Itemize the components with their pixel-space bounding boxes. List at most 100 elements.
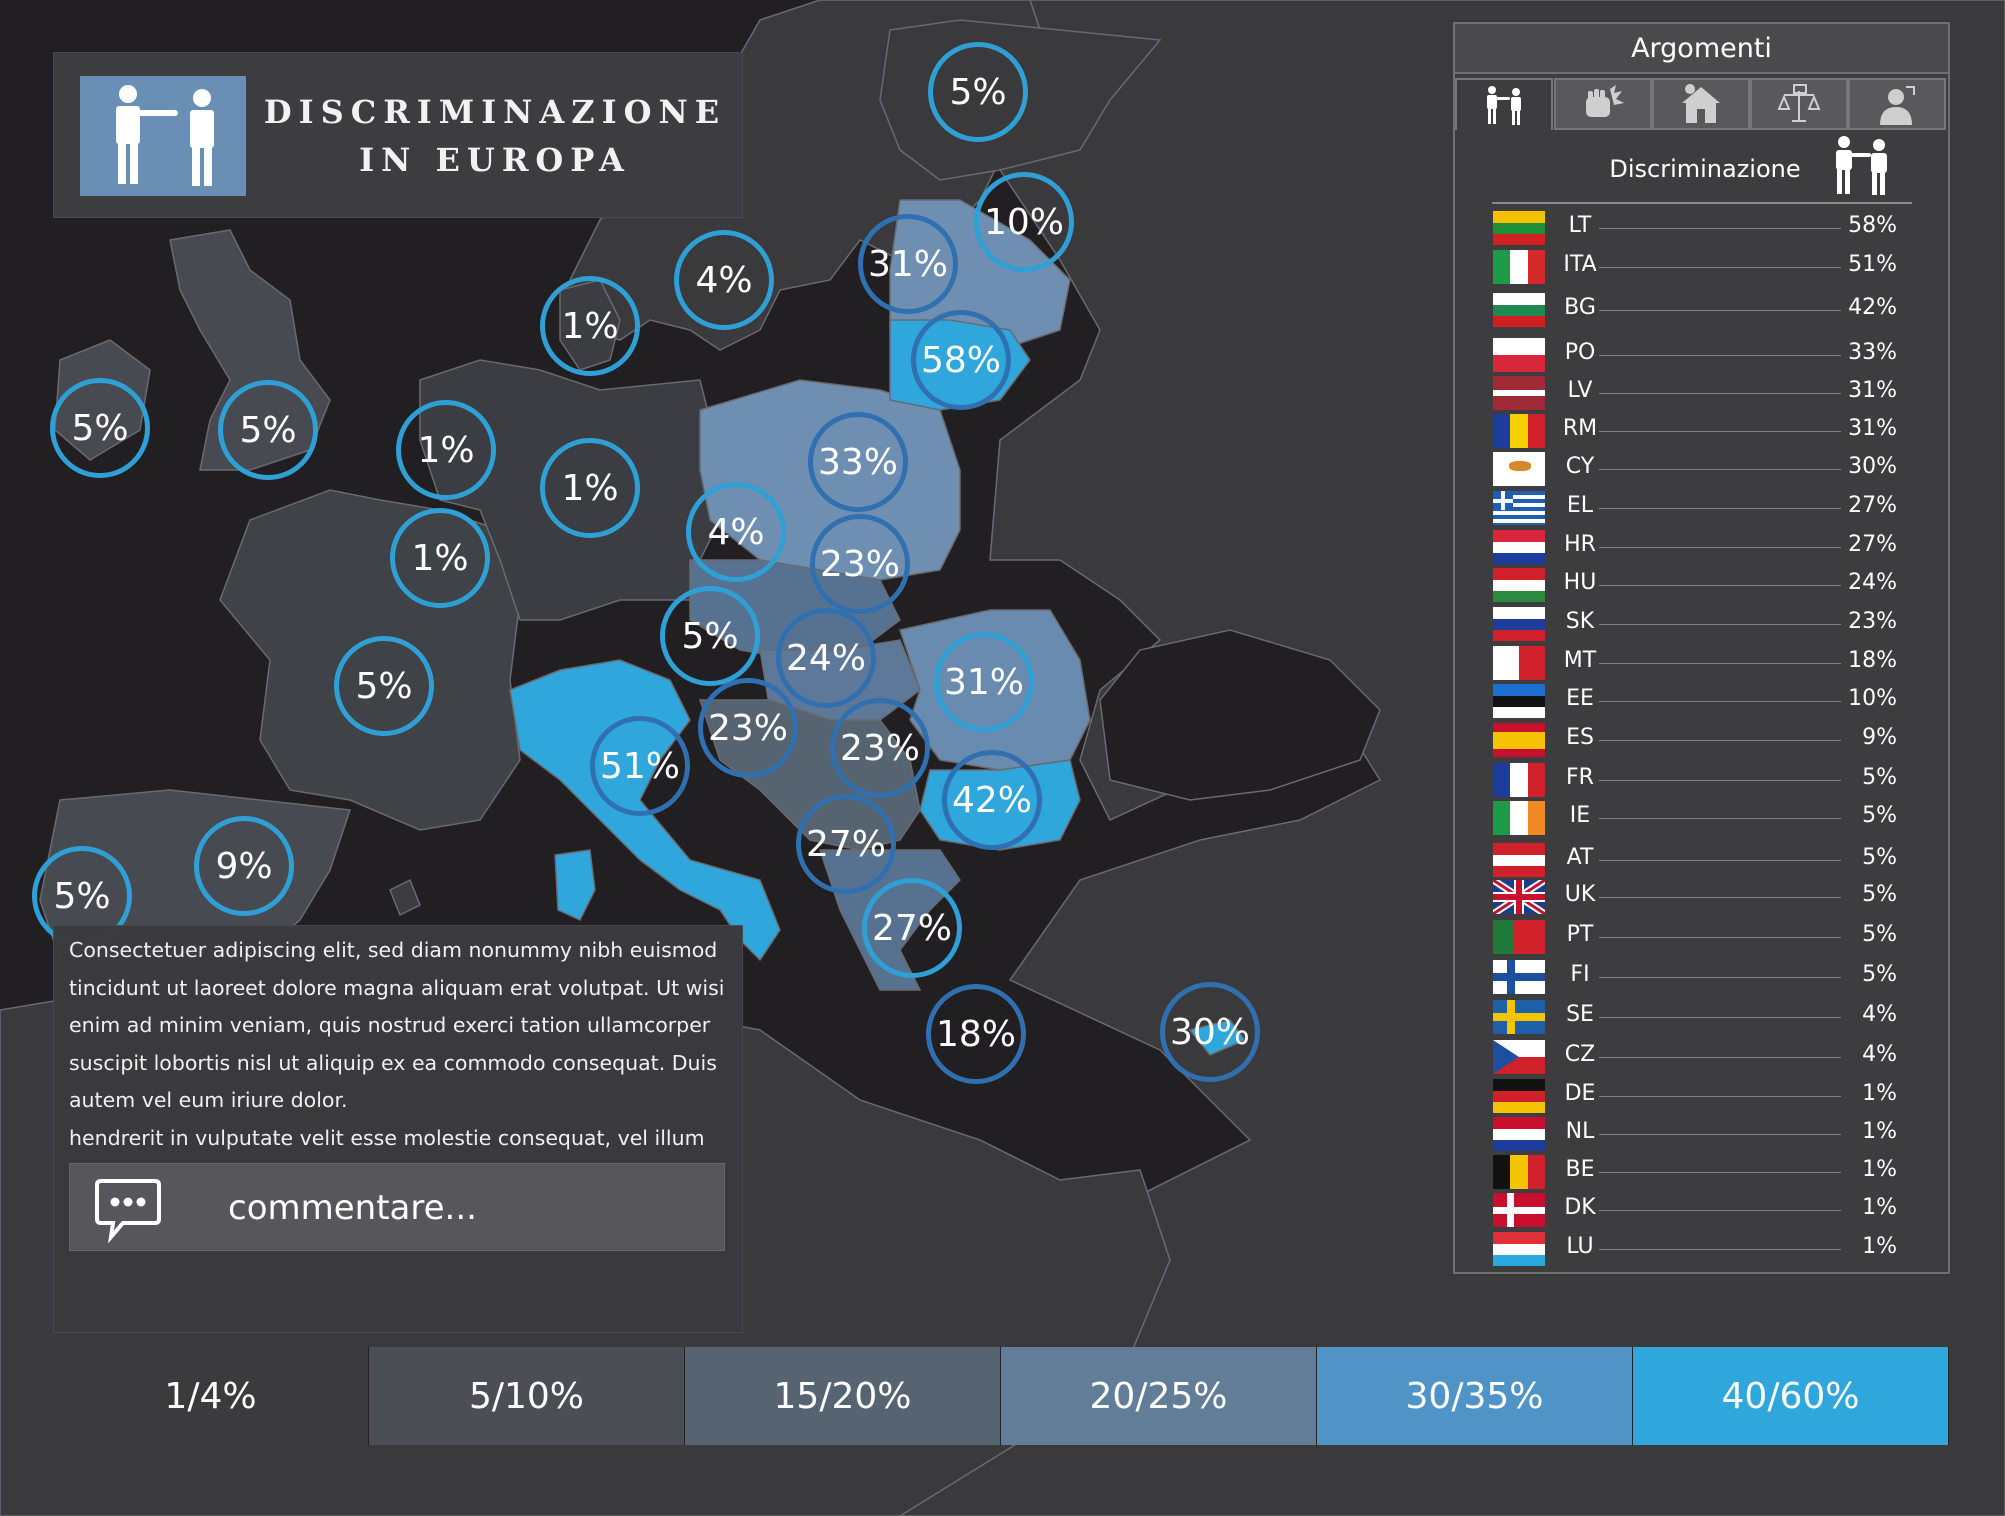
country-row-hu[interactable]: HU 24%: [1493, 568, 1903, 602]
bubble-uk[interactable]: 5%: [218, 380, 318, 480]
country-row-lu[interactable]: LU 1%: [1493, 1232, 1903, 1266]
tab-gender[interactable]: [1848, 78, 1946, 130]
bubble-hu[interactable]: 24%: [776, 608, 876, 708]
flag-dk-icon: [1493, 1193, 1545, 1227]
country-percent: 5%: [1862, 882, 1897, 907]
bubble-mk[interactable]: 27%: [796, 794, 896, 894]
country-row-es[interactable]: ES 9%: [1493, 723, 1903, 757]
country-row-lv[interactable]: LV 31%: [1493, 376, 1903, 410]
topics-header: Argomenti: [1455, 24, 1948, 74]
flag-ro-icon: [1493, 414, 1545, 448]
country-row-dk[interactable]: DK 1%: [1493, 1193, 1903, 1227]
country-percent: 27%: [1848, 493, 1897, 518]
country-row-uk[interactable]: UK 5%: [1493, 880, 1903, 914]
description-paragraph-2: hendrerit in vulputate velit esse molest…: [69, 1125, 705, 1150]
bubble-dk[interactable]: 1%: [540, 276, 640, 376]
bubble-ie[interactable]: 5%: [50, 378, 150, 478]
bubble-cy[interactable]: 30%: [1160, 982, 1260, 1082]
comment-button-label[interactable]: commentare...: [228, 1188, 477, 1228]
country-percent: 5%: [1862, 803, 1897, 828]
flag-lt-icon: [1493, 211, 1545, 245]
country-row-cy[interactable]: CY 30%: [1493, 452, 1903, 486]
country-code: ITA: [1563, 252, 1597, 277]
country-row-sk[interactable]: SK 23%: [1493, 607, 1903, 641]
leader-line: [1599, 1249, 1841, 1250]
country-row-pt[interactable]: PT 5%: [1493, 920, 1903, 954]
flag-mt-icon: [1493, 646, 1545, 680]
country-percent: 5%: [1862, 922, 1897, 947]
country-code: LT: [1568, 213, 1592, 238]
country-row-nl[interactable]: NL 1%: [1493, 1117, 1903, 1151]
country-code: FR: [1566, 765, 1594, 790]
tab-discrimination[interactable]: [1455, 78, 1553, 130]
tab-housing[interactable]: [1652, 78, 1750, 130]
country-row-cz[interactable]: CZ 4%: [1493, 1040, 1903, 1074]
bubble-fi[interactable]: 5%: [928, 42, 1028, 142]
country-row-fr[interactable]: FR 5%: [1493, 763, 1903, 797]
country-code: CY: [1565, 454, 1595, 479]
bubble-bg[interactable]: 42%: [942, 750, 1042, 850]
bubble-be[interactable]: 1%: [390, 508, 490, 608]
bubble-ita[interactable]: 51%: [590, 716, 690, 816]
bubble-de[interactable]: 1%: [540, 438, 640, 538]
country-percent: 42%: [1848, 295, 1897, 320]
country-percent: 33%: [1848, 340, 1897, 365]
country-row-hr[interactable]: HR 27%: [1493, 530, 1903, 564]
country-row-rm[interactable]: RM 31%: [1493, 414, 1903, 448]
bubble-rm[interactable]: 31%: [934, 632, 1034, 732]
bubble-po[interactable]: 33%: [808, 412, 908, 512]
flag-hr-icon: [1493, 530, 1545, 564]
bubble-lt[interactable]: 58%: [911, 310, 1011, 410]
bubble-hr[interactable]: 23%: [830, 698, 930, 798]
leader-line: [1599, 431, 1841, 432]
country-row-se[interactable]: SE 4%: [1493, 1000, 1903, 1034]
flag-cz-icon: [1493, 1040, 1545, 1074]
bubble-si[interactable]: 23%: [698, 678, 798, 778]
country-percent: 4%: [1862, 1002, 1897, 1027]
country-percent: 30%: [1848, 454, 1897, 479]
tab-justice[interactable]: [1750, 78, 1848, 130]
bubble-cz[interactable]: 4%: [686, 482, 786, 582]
country-percent: 5%: [1862, 765, 1897, 790]
country-row-bg[interactable]: BG 42%: [1493, 293, 1903, 327]
country-row-fi[interactable]: FI 5%: [1493, 960, 1903, 994]
black-sea: [1099, 629, 1381, 801]
country-code: RM: [1562, 416, 1598, 441]
country-row-el[interactable]: EL 27%: [1493, 491, 1903, 525]
flag-nl-icon: [1493, 1117, 1545, 1151]
bubble-lv[interactable]: 31%: [858, 214, 958, 314]
country-row-de[interactable]: DE 1%: [1493, 1079, 1903, 1113]
flag-ie-icon: [1493, 801, 1545, 835]
bubble-ee[interactable]: 10%: [974, 172, 1074, 272]
flag-be-icon: [1493, 1155, 1545, 1189]
bubble-sk[interactable]: 23%: [810, 514, 910, 614]
country-row-lt[interactable]: LT 58%: [1493, 211, 1903, 245]
legend-item: 1/4%: [53, 1347, 369, 1445]
bubble-es[interactable]: 9%: [194, 816, 294, 916]
tab-violence[interactable]: [1554, 78, 1652, 130]
bubble-mt[interactable]: 18%: [926, 984, 1026, 1084]
country-code: FI: [1570, 962, 1590, 987]
flag-lu-icon: [1493, 1232, 1545, 1266]
country-row-po[interactable]: PO 33%: [1493, 338, 1903, 372]
country-row-be[interactable]: BE 1%: [1493, 1155, 1903, 1189]
country-code: DK: [1564, 1195, 1596, 1220]
country-row-mt[interactable]: MT 18%: [1493, 646, 1903, 680]
chat-bubble-icon[interactable]: [93, 1175, 163, 1249]
flag-fr-icon: [1493, 763, 1545, 797]
scales-icon: [1777, 84, 1821, 122]
country-percent: 10%: [1848, 686, 1897, 711]
divider: [1492, 202, 1912, 204]
comment-button[interactable]: [69, 1163, 725, 1251]
bubble-at[interactable]: 5%: [660, 586, 760, 686]
country-row-at[interactable]: AT 5%: [1493, 843, 1903, 877]
country-row-ie[interactable]: IE 5%: [1493, 801, 1903, 835]
bubble-se[interactable]: 4%: [674, 230, 774, 330]
flag-cy-icon: [1493, 452, 1545, 486]
bubble-fr[interactable]: 5%: [334, 636, 434, 736]
country-row-ee[interactable]: EE 10%: [1493, 684, 1903, 718]
country-percent: 27%: [1848, 532, 1897, 557]
bubble-el[interactable]: 27%: [862, 878, 962, 978]
bubble-nl[interactable]: 1%: [396, 400, 496, 500]
country-row-ita[interactable]: ITA 51%: [1493, 250, 1903, 284]
